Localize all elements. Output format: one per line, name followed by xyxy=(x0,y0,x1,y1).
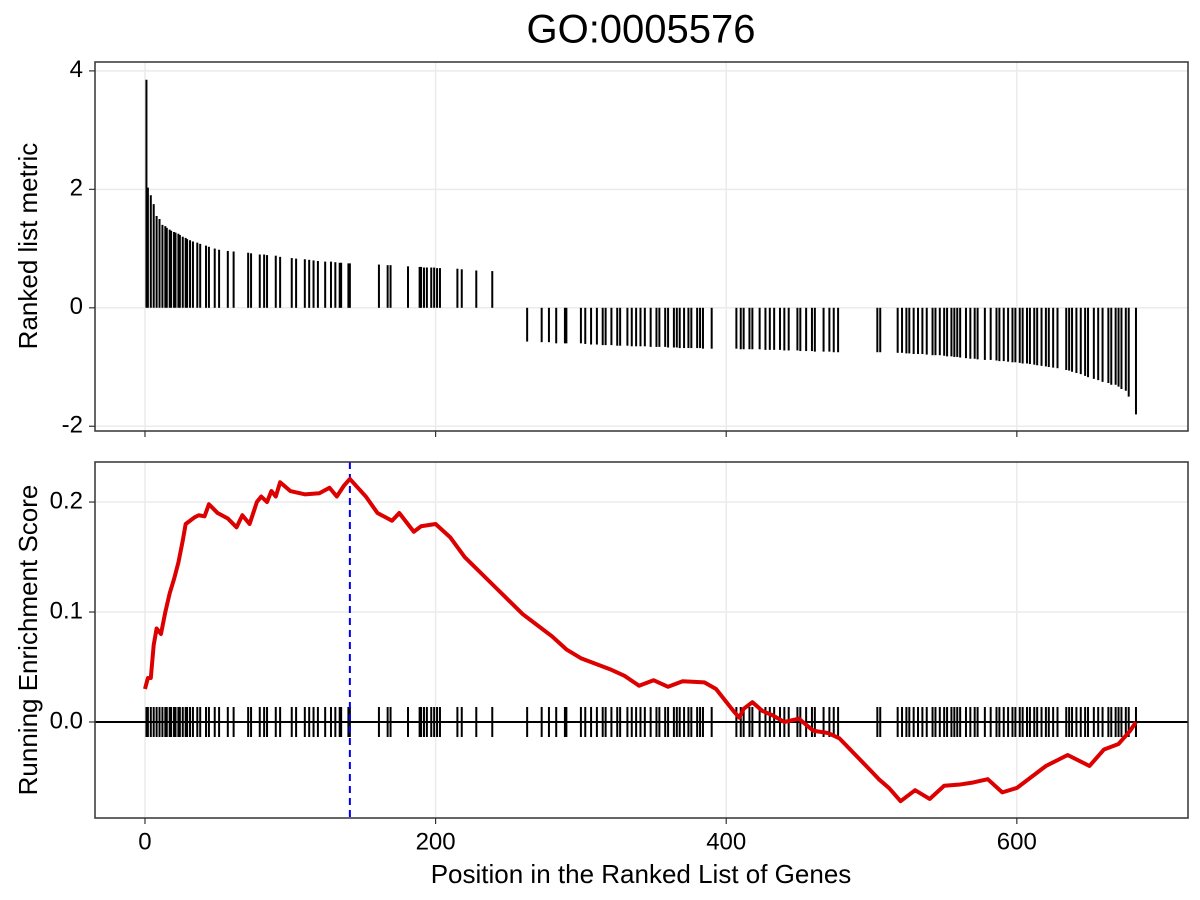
enrichment-line xyxy=(143,476,1138,804)
y-tick-label: 2 xyxy=(70,175,83,202)
x-tick-label: 600 xyxy=(997,828,1037,855)
y-tick-label: 4 xyxy=(70,56,83,83)
x-axis-label: Position in the Ranked List of Genes xyxy=(431,859,852,889)
panel-border xyxy=(94,461,1189,819)
y-axis-label: Running Enrichment Score xyxy=(13,485,43,796)
panel-background xyxy=(95,462,1188,818)
x-tick-label: 0 xyxy=(138,828,151,855)
panel-border xyxy=(94,61,1189,432)
chart-title: GO:0005576 xyxy=(526,8,755,52)
panel-background xyxy=(95,62,1188,431)
x-tick-label: 200 xyxy=(416,828,456,855)
y-axis-label: Ranked list metric xyxy=(13,143,43,350)
x-tick-label: 400 xyxy=(706,828,746,855)
y-tick-label: -2 xyxy=(62,412,83,439)
y-tick-label: 0.2 xyxy=(50,487,83,514)
y-tick-label: 0.0 xyxy=(50,707,83,734)
y-tick-label: 0 xyxy=(70,293,83,320)
y-tick-label: 0.1 xyxy=(50,597,83,624)
